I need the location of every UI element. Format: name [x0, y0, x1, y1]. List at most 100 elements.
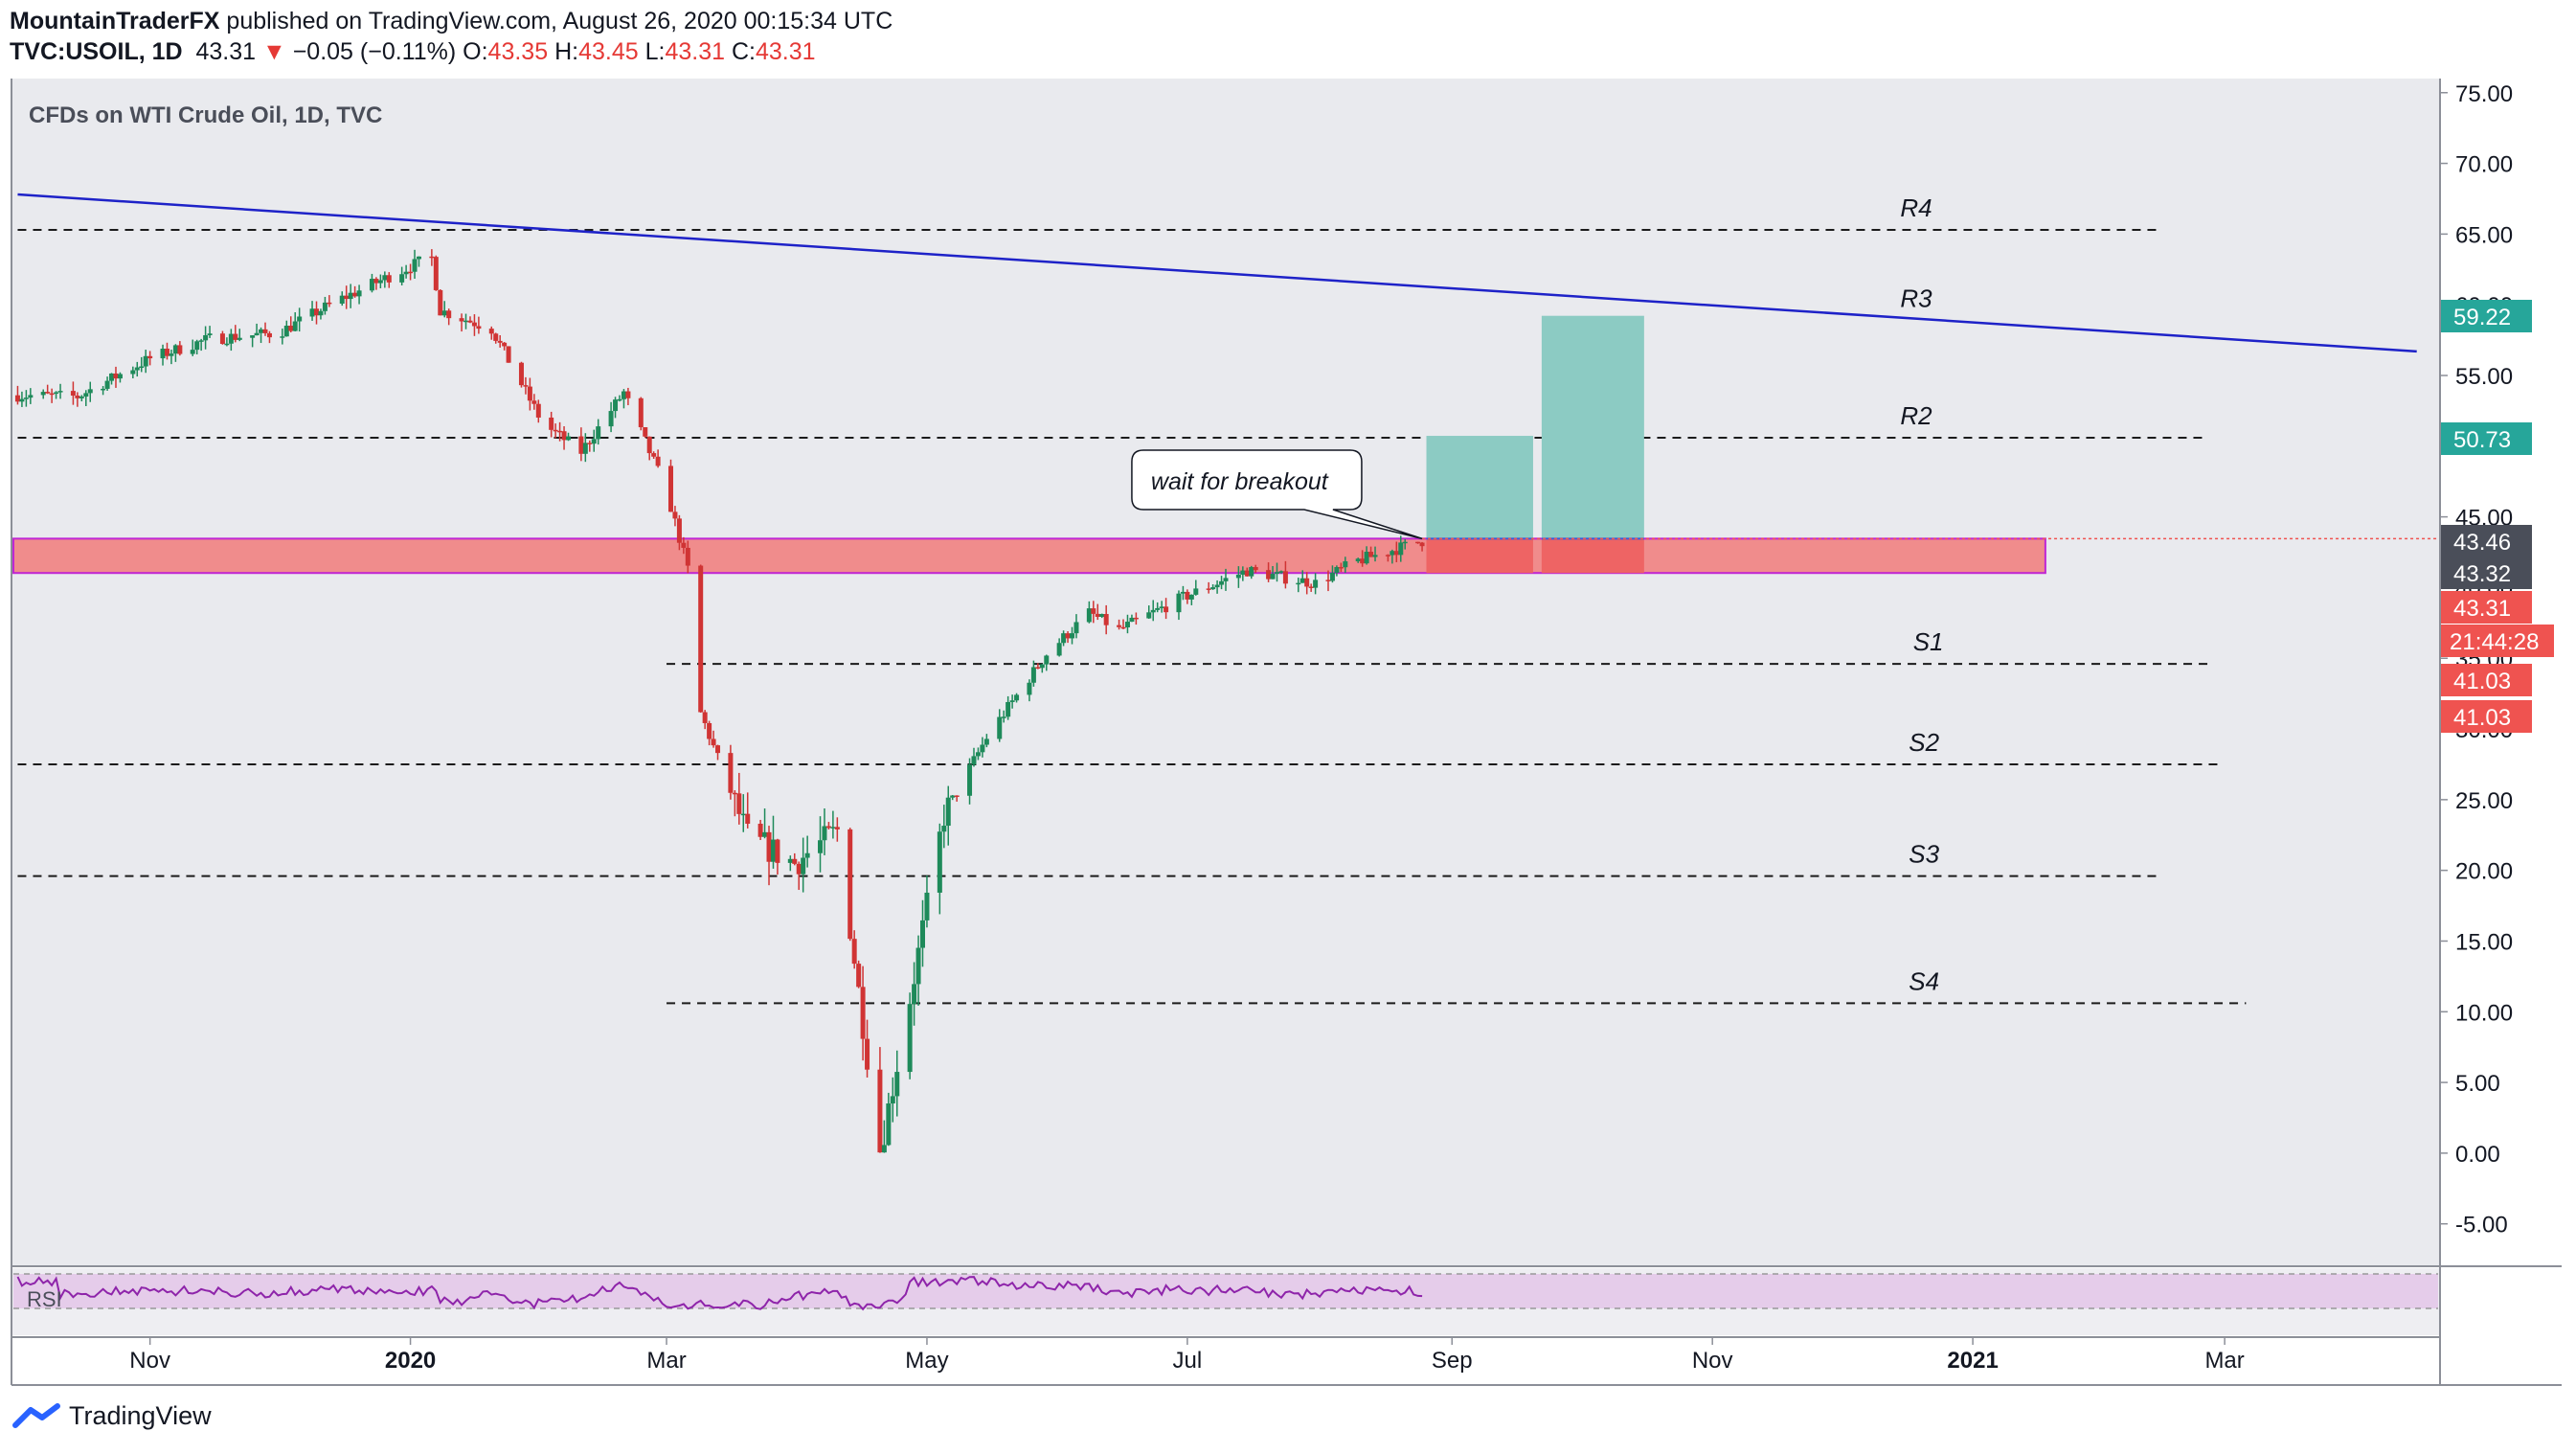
candle-body [14, 395, 20, 402]
candle-body [865, 1038, 870, 1070]
candle-body [787, 858, 793, 863]
candle-body [339, 295, 345, 304]
candle-body [1368, 552, 1374, 557]
author-name[interactable]: MountainTraderFX [10, 8, 220, 34]
candle-body [40, 392, 46, 396]
candle-body [672, 511, 678, 519]
candle-body [463, 320, 469, 323]
candle-body [1044, 655, 1050, 665]
candle-body [314, 308, 319, 316]
candle-body [288, 326, 294, 331]
candle-body [578, 436, 584, 454]
candle-body [912, 984, 917, 1005]
candle-body [309, 308, 315, 317]
candle-body [283, 326, 289, 337]
target-stop-box-1 [1426, 538, 1533, 574]
candle-body [130, 370, 136, 375]
candle-body [997, 716, 1003, 739]
candle-body [1099, 614, 1105, 617]
candle-body [1061, 633, 1067, 644]
candle-body [518, 362, 524, 386]
support-resistance-levels: R4 R3 R2 S1 S2 S3 S4 [17, 193, 2247, 1005]
price-label-box [2441, 664, 2532, 696]
candle-body [681, 542, 687, 548]
candle-body [1364, 552, 1369, 564]
candle-body [502, 342, 508, 347]
candle-body [587, 443, 593, 444]
down-arrow-icon: ▼ [262, 38, 286, 65]
candle-body [322, 302, 328, 311]
candle-body [1185, 591, 1190, 600]
close-value: 43.31 [755, 38, 816, 65]
candle-body [459, 318, 464, 322]
candle-body [497, 340, 503, 343]
candle-body [1210, 587, 1216, 590]
candle-body [228, 333, 234, 344]
x-tick-label: 2020 [385, 1348, 436, 1374]
candle-body [1308, 586, 1314, 588]
candle-body [1120, 626, 1126, 629]
target-stop-box-2 [1541, 538, 1644, 574]
candle-body [1039, 664, 1045, 669]
candle-body [139, 366, 145, 369]
candle-body [412, 259, 418, 272]
candle-body [382, 275, 388, 281]
candle-body [134, 367, 140, 371]
candles [14, 249, 1425, 1153]
candle-body [967, 764, 973, 796]
candle-body [1206, 588, 1211, 590]
candle-body [1014, 694, 1020, 701]
rsi-label: RSI [27, 1287, 62, 1311]
candle-body [1188, 594, 1194, 600]
candle-body [975, 752, 981, 757]
candle-body [49, 393, 55, 396]
candle-body [1266, 570, 1272, 579]
candle-body [711, 738, 716, 746]
y-tick-label: 25.00 [2455, 788, 2513, 814]
candle-body [352, 292, 358, 297]
candle-body [1360, 558, 1366, 564]
countdown-text: 21:44:28 [2450, 629, 2539, 655]
candle-body [373, 279, 379, 284]
candle-body [1214, 584, 1220, 588]
candle-body [804, 852, 810, 858]
tradingview-logo[interactable]: TradingView [11, 1400, 212, 1431]
price-axis: 75.0070.0065.0060.0055.0050.0045.0040.00… [2440, 81, 2513, 1238]
candle-body [1065, 633, 1071, 639]
candle-body [113, 373, 119, 379]
candle-body [856, 964, 862, 988]
published-text: published on TradingView.com, August 26,… [219, 8, 893, 34]
candle-body [1402, 541, 1408, 544]
candle-body [1372, 555, 1378, 557]
target-profit-box-1 [1426, 436, 1533, 539]
candle-body [1355, 558, 1361, 562]
price-change: −0.05 (−0.11%) [292, 38, 457, 65]
y-tick-label: 0.00 [2455, 1142, 2500, 1168]
candle-body [766, 831, 772, 862]
candle-body [169, 353, 174, 356]
candle-body [770, 839, 776, 862]
candle-body [847, 829, 853, 940]
candle-body [1146, 612, 1152, 619]
candle-body [825, 826, 831, 829]
candle-body [920, 920, 925, 948]
candle-body [582, 443, 588, 454]
candle-body [676, 518, 682, 543]
candle-body [399, 274, 405, 283]
candle-body [818, 840, 824, 853]
tradingview-icon [12, 1403, 60, 1428]
candle-body [318, 310, 324, 316]
candle-body [1035, 667, 1041, 669]
candle-body [1329, 572, 1335, 581]
level-label-s1: S1 [1913, 627, 1944, 656]
candle-body [924, 892, 930, 920]
candle-body [109, 373, 115, 381]
candle-body [613, 399, 619, 412]
candle-body [441, 310, 447, 316]
candle-body [945, 797, 951, 827]
candle-body [433, 257, 439, 290]
candle-body [369, 279, 374, 291]
close-label: C: [731, 38, 756, 65]
candle-body [219, 333, 225, 345]
